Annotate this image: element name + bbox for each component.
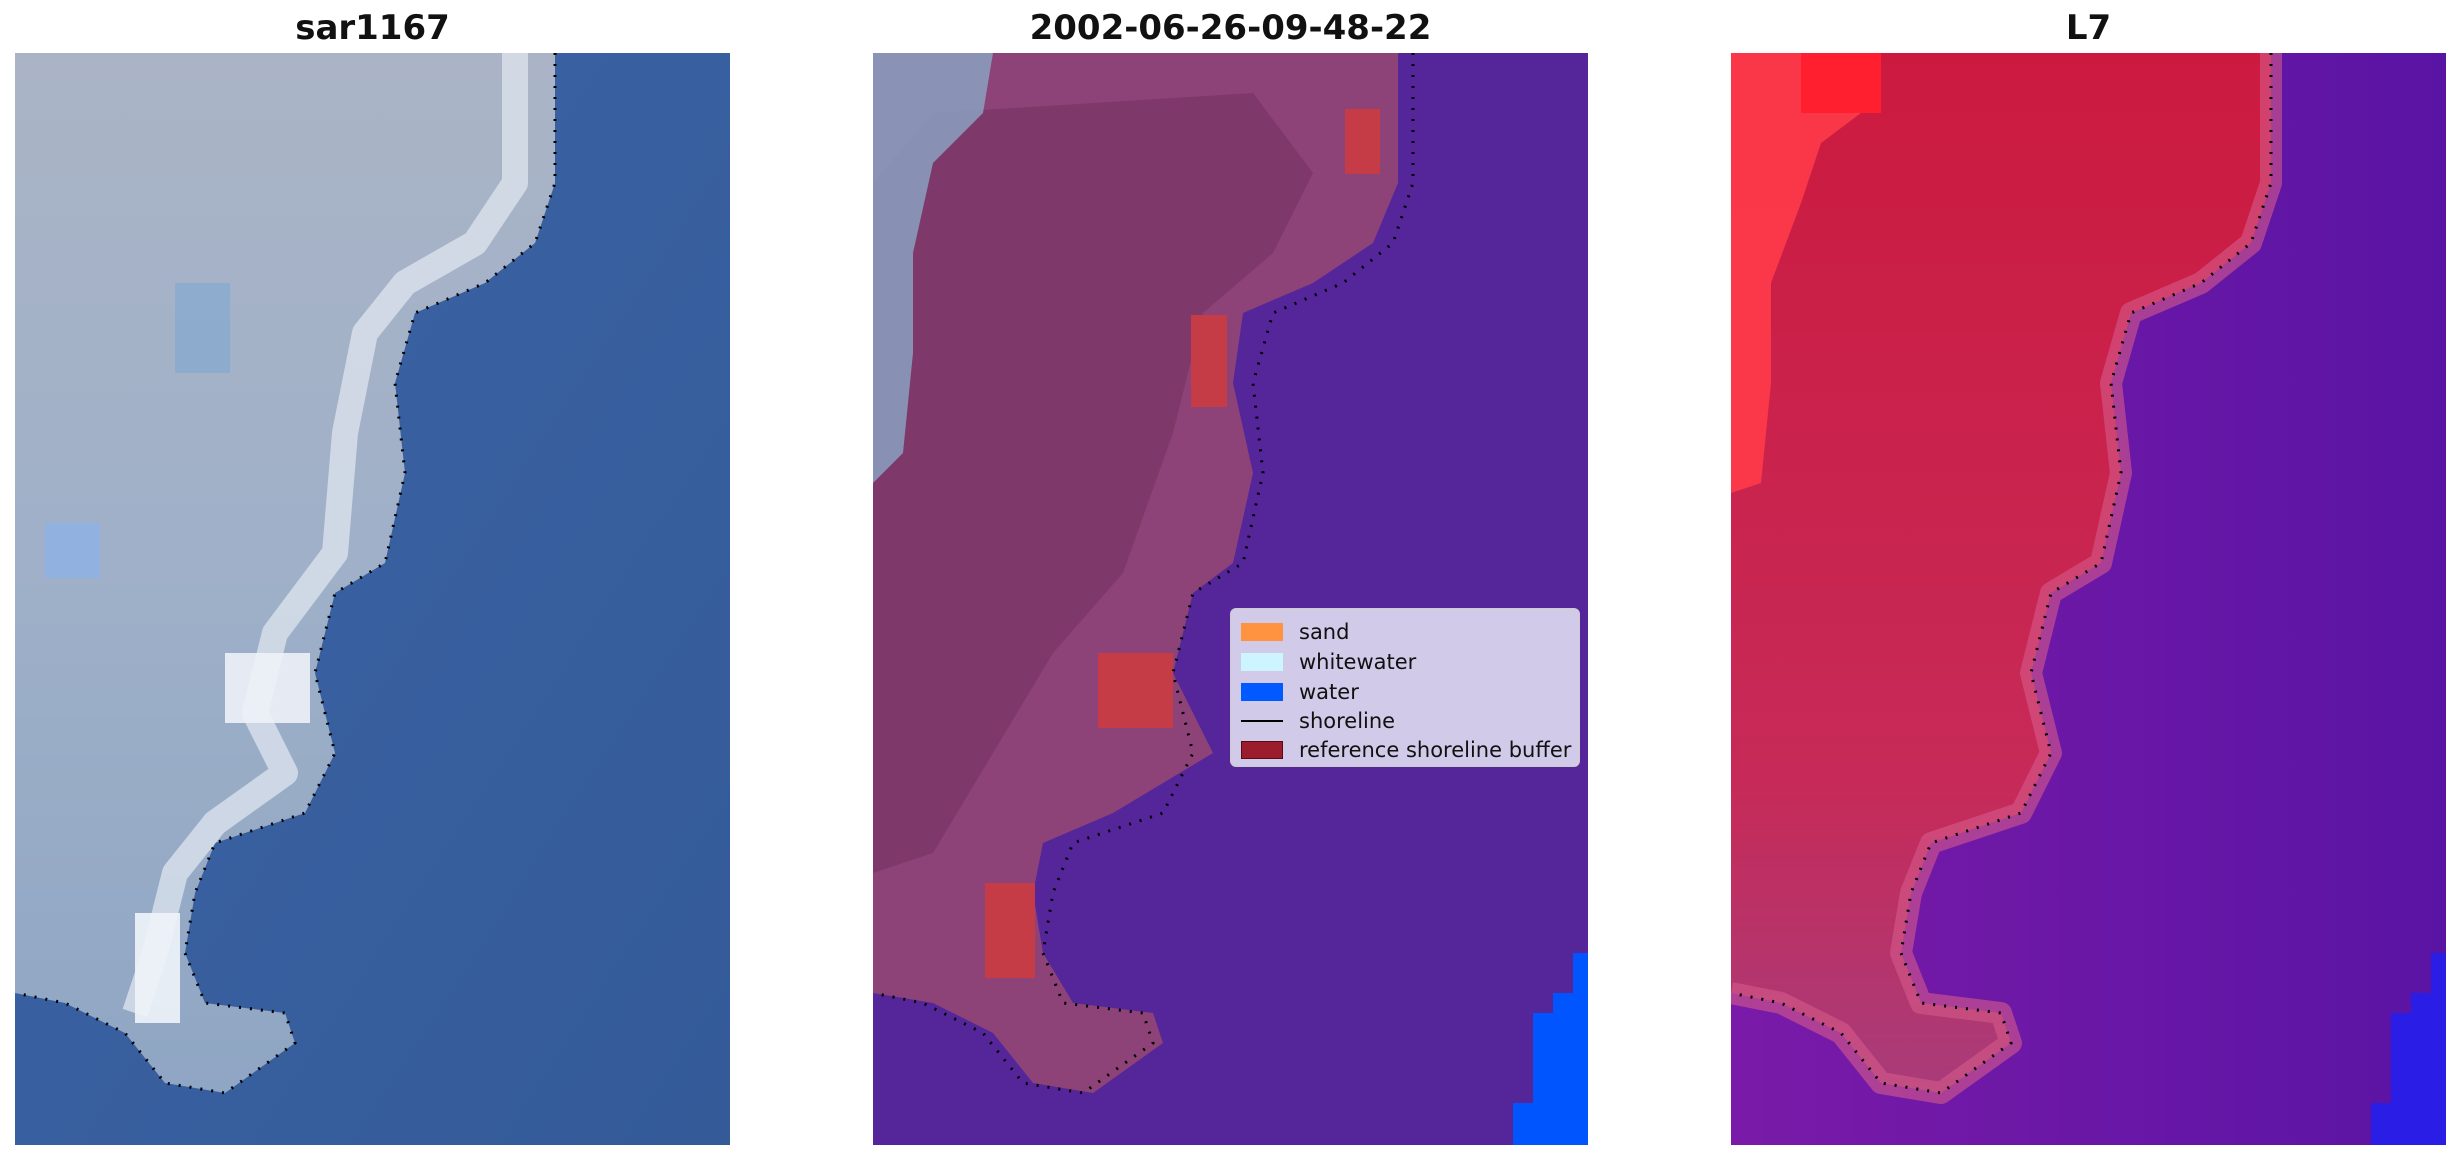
index-image-panel [1731,53,2446,1145]
legend-label: whitewater [1299,650,1417,674]
shoreline [1731,53,2273,1095]
legend-item-shoreline: shoreline [1241,706,1395,736]
bright-patch [175,283,230,373]
shoreline [873,53,1415,1095]
legend-item-reference-buffer: reference shoreline buffer [1241,735,1571,765]
legend-item-water: water [1241,677,1359,707]
water-swatch [1241,683,1283,701]
index-image [1731,53,2446,1145]
reference-buffer [1098,653,1173,728]
land-area [15,53,555,1093]
classified-image [873,53,1588,1145]
legend-item-sand: sand [1241,617,1349,647]
reference-buffer [1191,315,1227,407]
legend-label: sand [1299,620,1350,644]
legend-label: shoreline [1299,709,1396,733]
bright-patch [45,523,100,578]
rgb-underlay [873,53,993,483]
shoreline-swatch [1241,720,1283,722]
sea-deep-blue [2371,953,2446,1145]
bright-patch [135,913,180,1023]
bright-patch [225,653,310,723]
panel-title-index: L7 [2065,8,2112,48]
reference-buffer-swatch [1241,741,1283,759]
legend-label: reference shoreline buffer [1299,738,1572,762]
legend-item-whitewater: whitewater [1241,647,1416,677]
water-class-blue [1513,953,1588,1145]
legend: sand whitewater water shoreline referenc… [1230,608,1580,767]
shoreline [15,53,557,1095]
sand-swatch [1241,623,1283,641]
darker-land [873,93,1313,873]
land-area [1731,53,2271,1093]
panel-title-classified: 2002-06-26-09-48-22 [1029,8,1432,48]
classified-image-panel [873,53,1588,1145]
panel-title-rgb: sar1167 [295,8,450,48]
bright-red-zone [1731,53,1881,493]
surf-zone [122,53,528,1018]
reference-buffer [985,883,1035,978]
rgb-image [15,53,730,1145]
legend-label: water [1299,680,1359,704]
reference-buffer [1345,109,1380,174]
whitewater-swatch [1241,653,1283,671]
rgb-image-panel [15,53,730,1145]
bright-red-zone [1801,53,1881,113]
